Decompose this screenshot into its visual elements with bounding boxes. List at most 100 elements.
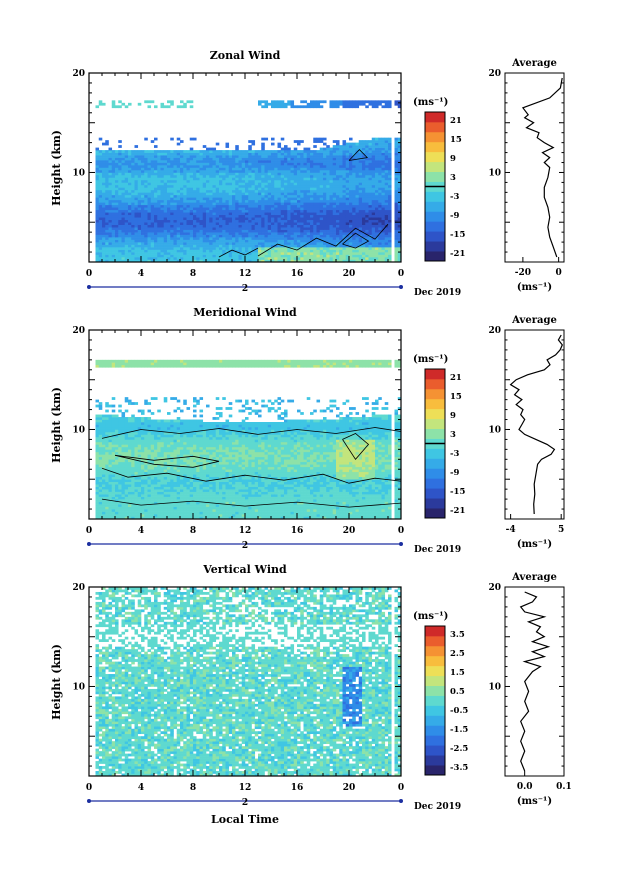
heatmap-cell	[323, 209, 327, 213]
heatmap-cell	[170, 137, 174, 141]
heatmap-cell	[157, 232, 161, 235]
heatmap-cell	[297, 169, 301, 173]
heatmap-cell	[189, 177, 194, 181]
heatmap-cell	[271, 259, 275, 262]
heatmap-cell	[235, 232, 239, 235]
heatmap-cell	[228, 242, 233, 245]
heatmap-cell	[98, 407, 103, 410]
heatmap-cell	[111, 259, 116, 262]
heatmap-cell	[342, 172, 347, 176]
heatmap-cell	[173, 204, 178, 208]
heatmap-cell	[176, 192, 181, 196]
heatmap-cell	[326, 207, 330, 211]
heatmap-cell	[251, 232, 256, 235]
heatmap-cell	[336, 222, 340, 225]
heatmap-cell	[336, 207, 340, 211]
heatmap-cell	[115, 242, 119, 245]
heatmap-cell	[352, 234, 356, 238]
heatmap-cell	[342, 222, 347, 225]
heatmap-cell	[115, 417, 119, 420]
heatmap-cell	[303, 160, 308, 163]
heatmap-cell	[365, 204, 369, 208]
heatmap-cell	[267, 167, 272, 171]
heatmap-cell	[105, 484, 109, 487]
heatmap-cell	[267, 252, 272, 255]
heatmap-cell	[248, 140, 252, 143]
heatmap-cell	[105, 214, 109, 218]
heatmap-cell	[375, 192, 379, 196]
heatmap-cell	[245, 209, 249, 213]
heatmap-cell	[352, 222, 356, 225]
heatmap-cell	[111, 426, 116, 430]
heatmap-cell	[261, 259, 265, 262]
heatmap-cell	[121, 219, 126, 223]
heatmap-cell	[222, 157, 226, 161]
heatmap-cell	[381, 187, 386, 191]
heatmap-cell	[339, 187, 343, 191]
heatmap-cell	[394, 242, 399, 245]
heatmap-cell	[180, 207, 184, 211]
heatmap-cell	[371, 197, 376, 201]
heatmap-cell	[274, 162, 278, 166]
heatmap-cell	[365, 165, 369, 168]
heatmap-cell	[388, 239, 392, 243]
heatmap-cell	[141, 157, 145, 161]
heatmap-cell	[388, 229, 392, 233]
heatmap-cell	[345, 229, 350, 233]
heatmap-cell	[108, 194, 113, 198]
heatmap-cell	[388, 169, 392, 173]
heatmap-cell	[176, 199, 181, 203]
heatmap-cell	[271, 137, 275, 141]
heatmap-cell	[111, 441, 116, 445]
heatmap-cell	[375, 147, 379, 151]
heatmap-cell	[111, 431, 116, 435]
heatmap-cell	[300, 212, 304, 216]
heatmap-cell	[277, 169, 282, 173]
heatmap-cell	[199, 174, 204, 178]
heatmap-cell	[118, 150, 122, 153]
heatmap-cell	[251, 172, 256, 176]
heatmap-cell	[264, 237, 269, 240]
heatmap-cell	[319, 259, 324, 262]
heatmap-cell	[167, 227, 171, 230]
heatmap-cell	[128, 224, 132, 228]
heatmap-cell	[355, 254, 360, 258]
heatmap-cell	[358, 254, 363, 258]
average-line	[521, 77, 563, 258]
heatmap-cell	[241, 172, 246, 176]
heatmap-cell	[375, 140, 379, 143]
heatmap-cell	[310, 192, 314, 196]
heatmap-cell	[147, 204, 152, 208]
heatmap-cell	[147, 184, 152, 188]
heatmap-cell	[251, 187, 256, 191]
heatmap-cell	[368, 172, 373, 176]
heatmap-cell	[345, 232, 350, 235]
heatmap-cell	[212, 150, 217, 153]
heatmap-cell	[306, 229, 311, 233]
heatmap-cell	[102, 511, 106, 515]
heatmap-cell	[238, 259, 243, 262]
heatmap-cell	[115, 456, 119, 460]
heatmap-cell	[173, 212, 178, 216]
heatmap-cell	[95, 254, 100, 258]
heatmap-cell	[293, 247, 298, 250]
heatmap-cell	[300, 227, 304, 230]
heatmap-cell	[375, 204, 379, 208]
heatmap-cell	[196, 184, 200, 188]
heatmap-cell	[98, 234, 103, 238]
heatmap-cell	[349, 254, 353, 258]
heatmap-cell	[157, 207, 161, 211]
heatmap-cell	[339, 222, 343, 225]
heatmap-cell	[235, 217, 239, 221]
heatmap-cell	[355, 179, 360, 183]
heatmap-cell	[206, 189, 210, 193]
heatmap-cell	[222, 227, 226, 230]
heatmap-cell	[196, 227, 200, 230]
heatmap-cell	[232, 222, 236, 225]
heatmap-cell	[102, 197, 106, 201]
heatmap-cell	[160, 257, 165, 260]
heatmap-cell	[167, 217, 171, 221]
heatmap-cell	[102, 506, 106, 510]
heatmap-cell	[160, 189, 165, 193]
